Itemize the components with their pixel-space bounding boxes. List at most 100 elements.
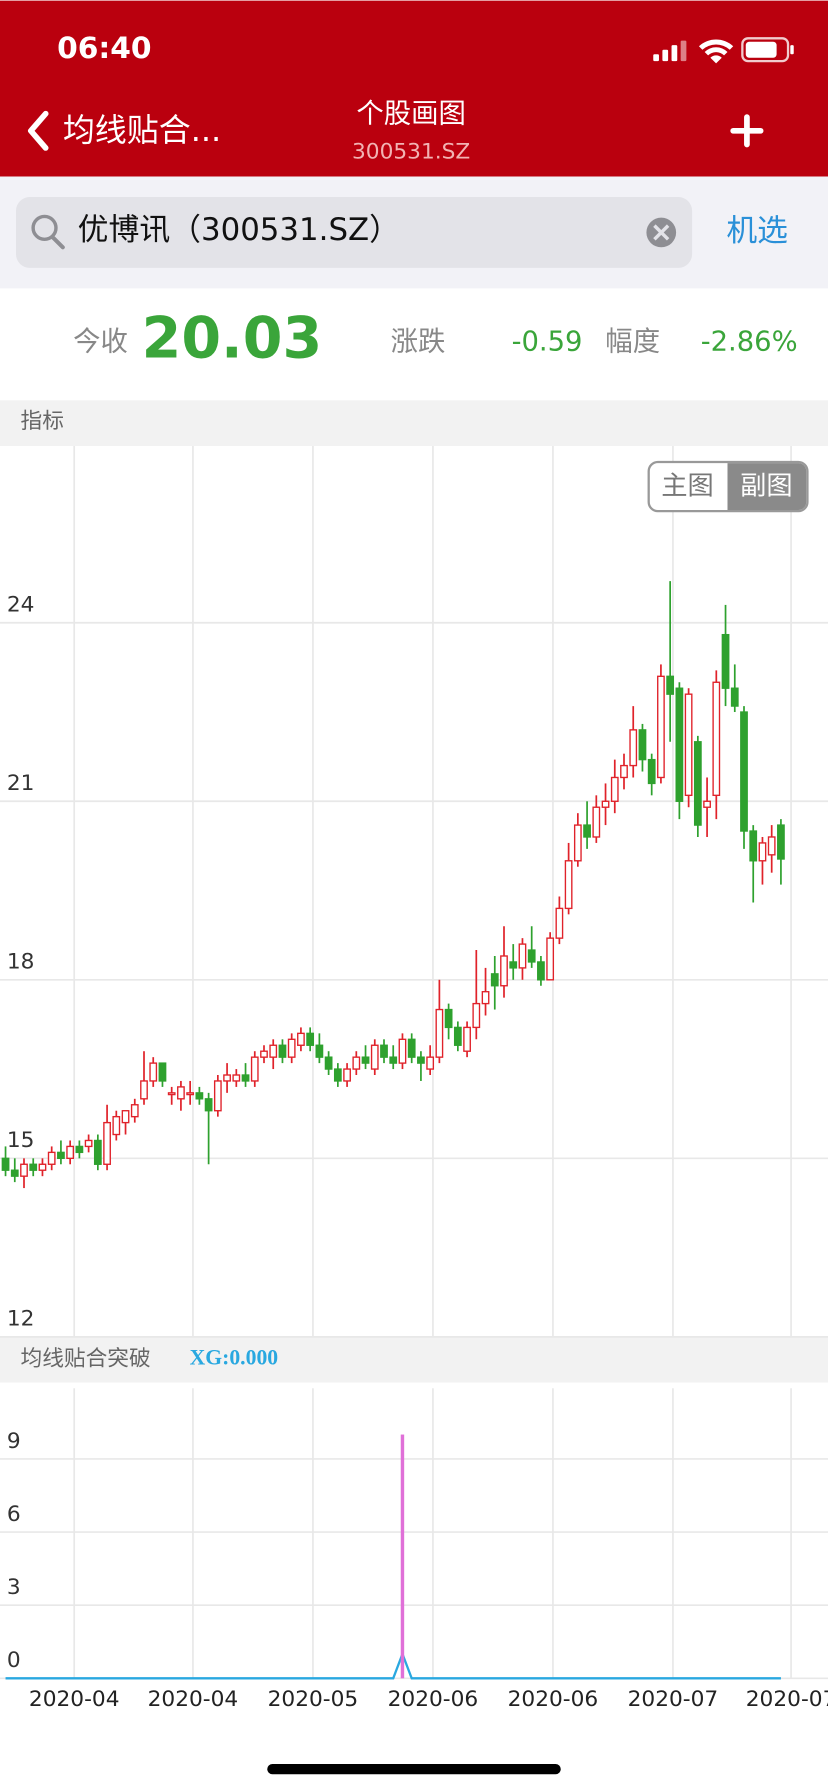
y-tick-label: 3: [7, 1575, 21, 1600]
candle-body: [712, 681, 721, 797]
y-tick-label: 9: [7, 1429, 21, 1454]
candle-body: [47, 1151, 56, 1165]
candle-body: [509, 961, 518, 969]
candle-body: [500, 955, 508, 987]
candle-body: [749, 830, 758, 862]
candle-body: [204, 1098, 213, 1112]
candle-body: [767, 836, 776, 856]
candle-body: [1, 1157, 10, 1171]
x-tick-label: 2020-06: [388, 1687, 479, 1712]
candle-body: [721, 633, 730, 689]
y-tick-label: 15: [7, 1128, 35, 1153]
candle-body: [241, 1074, 250, 1082]
candle-body: [186, 1092, 195, 1096]
candle-body: [638, 729, 647, 761]
close-price: 20.03: [142, 306, 323, 372]
candle-body: [324, 1056, 333, 1070]
marks-layer: 12 15 18 21 24 0 3 6 9 2020-04 2020-04 2020-05 2020-…: [1, 581, 828, 1712]
section-label: 指标: [21, 409, 64, 434]
candle-body: [223, 1074, 231, 1082]
candle-body: [610, 776, 619, 802]
candle-body: [777, 824, 785, 860]
y-tick-label: 6: [7, 1502, 21, 1527]
candle-body: [232, 1074, 241, 1082]
candle-body: [333, 1068, 342, 1082]
x-tick-label: 2020-05: [268, 1687, 359, 1712]
candle-body: [666, 675, 675, 695]
x-tick-label: 2020-07: [746, 1687, 828, 1712]
candle-body: [435, 1008, 444, 1058]
candle-body: [693, 741, 702, 826]
candle-body: [112, 1115, 121, 1136]
candle-body: [149, 1062, 158, 1082]
candle-body: [287, 1038, 296, 1058]
clear-icon: [653, 224, 670, 241]
add-button[interactable]: [730, 114, 764, 148]
candle-body: [57, 1151, 65, 1160]
candle-body: [10, 1169, 19, 1177]
indicator-line: [5, 1650, 781, 1680]
status-icons: [653, 37, 794, 64]
candle-body: [84, 1139, 93, 1148]
candle-body: [592, 806, 601, 838]
candle-body: [177, 1086, 185, 1100]
candle-body: [158, 1062, 167, 1082]
candle-body: [481, 991, 490, 1005]
pick-button[interactable]: 机选: [726, 213, 788, 249]
y-tick-label: 21: [7, 771, 35, 796]
back-button[interactable]: [27, 110, 49, 151]
candle-body: [601, 800, 610, 808]
candle-body: [675, 687, 684, 802]
x-tick-label: 2020-04: [148, 1687, 239, 1712]
candle-body: [417, 1056, 425, 1064]
search-field[interactable]: [15, 197, 693, 268]
candle-body: [352, 1056, 361, 1070]
candle-body: [370, 1044, 379, 1070]
candle-body: [38, 1163, 47, 1171]
candle-body: [537, 961, 545, 981]
candle-body: [343, 1068, 351, 1082]
x-tick-label: 2020-04: [29, 1687, 120, 1712]
candle-body: [250, 1056, 259, 1082]
candle-body: [555, 907, 564, 939]
candle-body: [195, 1092, 204, 1100]
candle-body: [398, 1038, 407, 1064]
time: 06:40: [57, 31, 152, 66]
toggle-sub[interactable]: 副图: [740, 472, 793, 502]
close-label: 今收: [73, 327, 128, 358]
candle-body: [29, 1163, 38, 1171]
candle-body: [361, 1056, 370, 1064]
candle-body: [463, 1026, 471, 1052]
candle-body: [121, 1110, 130, 1124]
candle-body: [444, 1008, 453, 1029]
candle-body: [269, 1044, 278, 1058]
candle-body: [278, 1044, 287, 1058]
signal-bar: [400, 1434, 405, 1679]
candle-body: [740, 711, 748, 832]
candle-body: [130, 1104, 139, 1118]
candle-body: [380, 1044, 388, 1058]
header: [0, 0, 828, 177]
candle-body: [20, 1163, 28, 1177]
candle-body: [426, 1056, 435, 1070]
candle-body: [213, 1080, 222, 1112]
candle-body: [573, 824, 582, 862]
back-label[interactable]: 均线贴合...: [63, 111, 221, 149]
candle-body: [518, 943, 527, 969]
candle-body: [629, 729, 638, 767]
candle-body: [527, 949, 536, 963]
nav-subtitle: 300531.SZ: [352, 140, 470, 165]
candle-body: [75, 1145, 84, 1154]
pct-label: 幅度: [605, 327, 660, 358]
candle-body: [490, 973, 499, 987]
candle-body: [453, 1026, 462, 1046]
candle-body: [260, 1050, 268, 1058]
candle-body: [306, 1032, 315, 1046]
candle-body: [103, 1121, 111, 1165]
search-text[interactable]: 优博讯（300531.SZ）: [78, 212, 400, 248]
toggle-main[interactable]: 主图: [661, 472, 713, 502]
candle-body: [140, 1080, 148, 1100]
candle-body: [167, 1092, 176, 1096]
candle-body: [730, 687, 739, 707]
